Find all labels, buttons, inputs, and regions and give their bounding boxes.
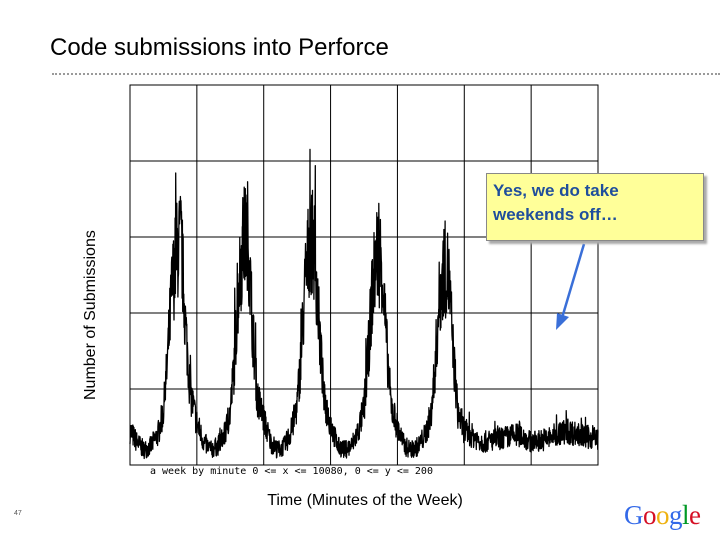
google-logo: Google bbox=[624, 500, 701, 530]
plot-footer-text: a week by minute 0 <= x <= 10080, 0 <= y… bbox=[150, 466, 433, 477]
page-number: 47 bbox=[14, 510, 22, 517]
callout-box: Yes, we do take weekends off… bbox=[486, 173, 704, 241]
callout-arrow bbox=[556, 243, 586, 330]
x-axis-label: Time (Minutes of the Week) bbox=[267, 492, 463, 509]
series-line bbox=[129, 148, 599, 460]
callout-line-1: Yes, we do take bbox=[493, 181, 619, 200]
callout-line-2: weekends off… bbox=[493, 205, 618, 224]
arrow-shaft bbox=[560, 243, 586, 319]
title-divider bbox=[52, 73, 720, 75]
y-axis-label: Number of Submissions bbox=[82, 230, 99, 400]
arrow-head bbox=[556, 313, 569, 330]
slide-title: Code submissions into Perforce bbox=[50, 34, 389, 61]
